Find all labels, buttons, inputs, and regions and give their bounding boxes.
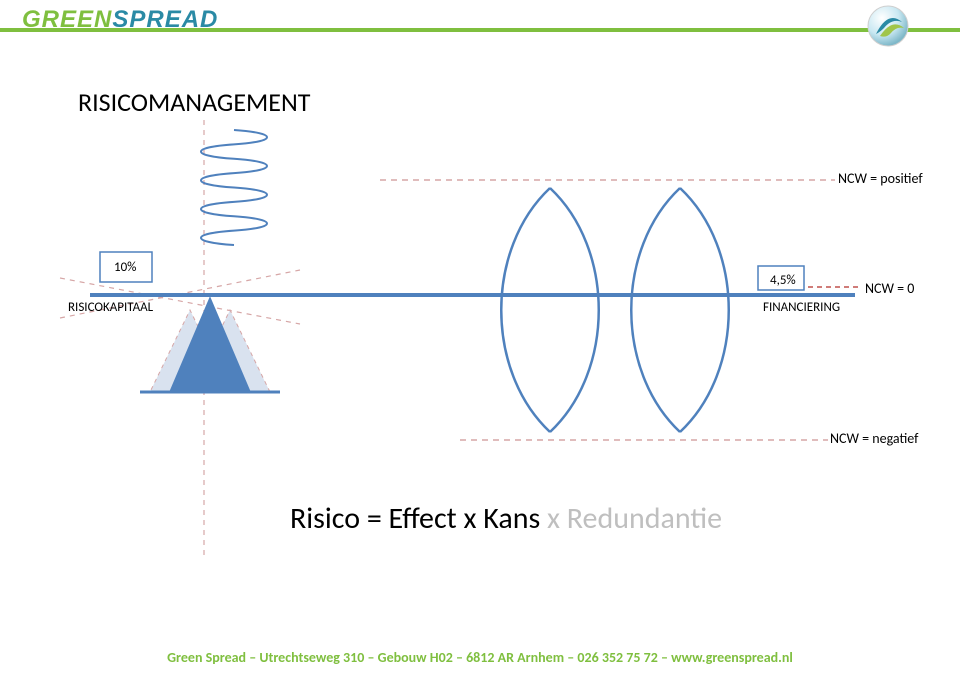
formula-main: Risico = Effect x Kans xyxy=(290,500,540,537)
label-financiering: FINANCIERING xyxy=(763,300,840,315)
logo-text-green: GREEN xyxy=(22,6,112,34)
label-ten-percent: 10% xyxy=(114,260,136,275)
footer-text: Green Spread – Utrechtseweg 310 – Gebouw… xyxy=(0,649,960,666)
formula-redundantie: x Redundantie xyxy=(540,500,722,537)
label-fourfive: 4,5% xyxy=(770,273,796,288)
label-ncw-zero: NCW = 0 xyxy=(865,280,914,297)
leaf-globe-icon xyxy=(866,4,910,48)
label-risicokapitaal: RISICOKAPITAAL xyxy=(68,300,153,315)
brand-logo: GREEN SPREAD xyxy=(22,6,218,34)
logo-text-spread: SPREAD xyxy=(112,6,218,34)
label-ncw-negatief: NCW = negatief xyxy=(830,430,918,447)
risk-formula: Risico = Effect x Kans x Redundantie xyxy=(290,500,722,537)
label-ncw-positief: NCW = positief xyxy=(838,170,923,187)
page-title: RISICOMANAGEMENT xyxy=(78,86,310,118)
